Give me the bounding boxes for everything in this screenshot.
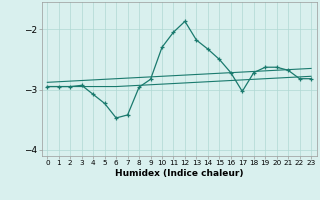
X-axis label: Humidex (Indice chaleur): Humidex (Indice chaleur)	[115, 169, 244, 178]
